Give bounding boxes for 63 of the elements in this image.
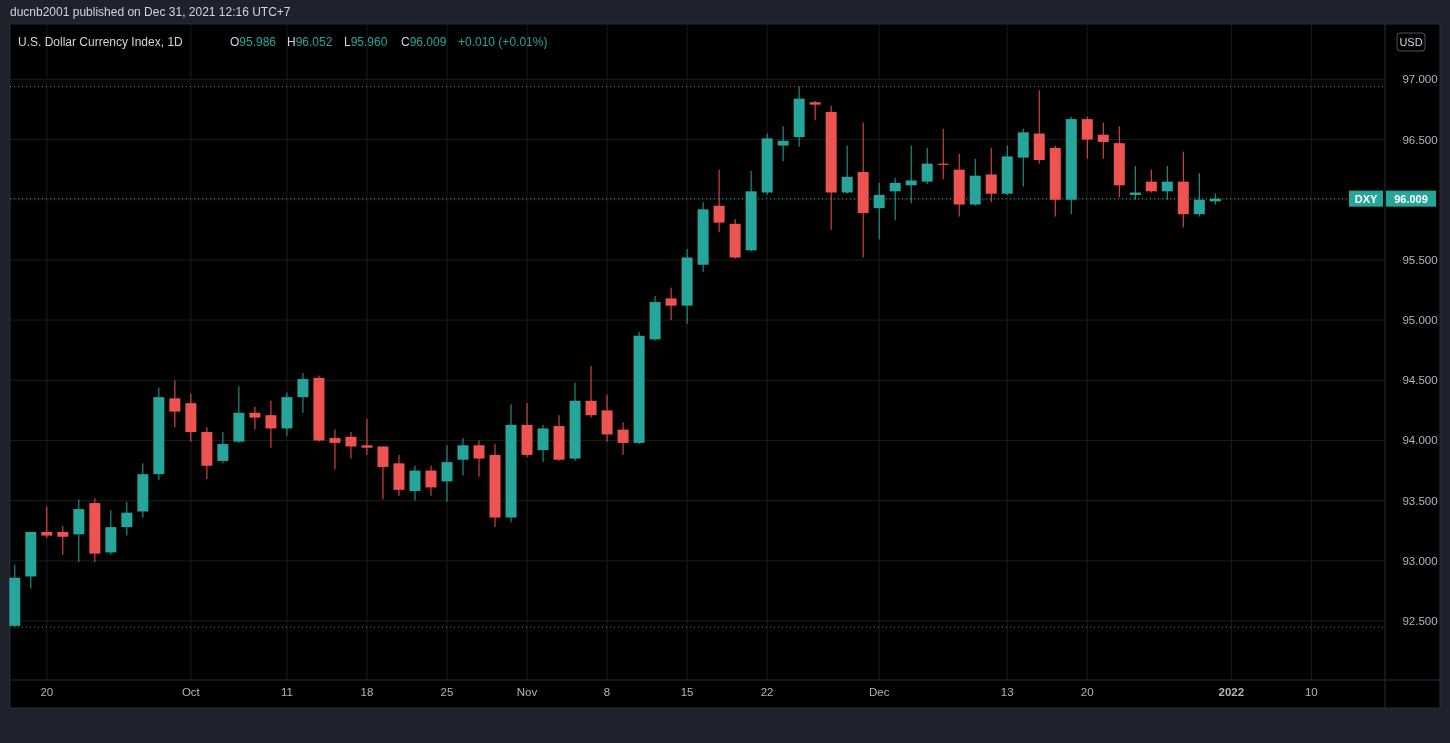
candlestick: [617, 421, 629, 456]
x-tick-label: 20: [40, 686, 54, 698]
candlestick: [425, 465, 437, 497]
candlestick: [585, 365, 597, 419]
x-tick-label: 18: [360, 686, 374, 698]
ref-line-label: DXY: [1354, 192, 1378, 205]
annotation: C96.009: [401, 35, 447, 49]
candlestick: [329, 429, 341, 470]
x-tick-label: 10: [1304, 686, 1318, 698]
annotation: O95.986: [230, 35, 277, 49]
x-tick-label: 22: [760, 686, 774, 698]
y-tick-label: 96.500: [1402, 133, 1438, 146]
y-tick-label: 93.000: [1402, 554, 1438, 567]
candlestick: [441, 444, 453, 503]
x-tick-label: 8: [603, 686, 611, 698]
x-tick-label: 2022: [1218, 686, 1245, 698]
x-tick-label: 13: [1000, 686, 1014, 698]
candlestick: [985, 147, 997, 203]
candlestick: [41, 506, 53, 539]
candlestick: [217, 431, 229, 464]
x-tick-label: 11: [280, 686, 293, 698]
candlestick: [265, 400, 277, 449]
x-tick-label: Nov: [516, 686, 538, 698]
x-tick-label: 20: [1080, 686, 1094, 698]
candlestick: [921, 147, 933, 185]
candlestick: [345, 431, 357, 460]
candlestick: [457, 437, 469, 476]
candlestick: [1145, 169, 1157, 194]
x-tick-label: 15: [680, 686, 694, 698]
y-tick-label: 95.500: [1402, 253, 1438, 266]
annotation: L95.960: [344, 35, 388, 49]
candlestick: [841, 145, 853, 195]
y-tick-label: 94.500: [1402, 374, 1438, 387]
candlestick: [377, 445, 389, 500]
y-tick-label: 95.000: [1402, 314, 1438, 327]
candlestick: [777, 125, 789, 162]
candlestick: [665, 287, 677, 321]
y-tick-label: 94.000: [1402, 434, 1438, 447]
x-tick-label: 25: [440, 686, 454, 698]
candlestick: [537, 424, 549, 463]
candlestick: [121, 501, 133, 537]
annotation: +0.010 (+0.01%): [458, 35, 548, 49]
y-tick-label: 97.000: [1402, 73, 1438, 86]
text: 96.009: [1394, 192, 1428, 205]
candlestick: [1097, 122, 1109, 160]
candlestick: [57, 525, 69, 556]
candlestick: [473, 439, 485, 478]
x-tick-label: Dec: [868, 686, 890, 698]
y-tick-label: 93.500: [1402, 494, 1438, 507]
candlestick: [361, 418, 373, 456]
candlestick: [809, 100, 821, 121]
candlestick: [1081, 116, 1093, 160]
text: ducnb2001 published on Dec 31, 2021 12:16 UTC+7: [10, 5, 291, 19]
x-tick-label: Oct: [181, 686, 201, 698]
candlestick: [409, 465, 421, 502]
candlestick: [249, 406, 261, 431]
y-axis-title: USD: [1399, 36, 1423, 48]
candlestick: [297, 372, 309, 414]
y-tick-label: 92.500: [1402, 615, 1438, 628]
annotation: H96.052: [287, 35, 333, 49]
candlestick: [713, 169, 725, 233]
text: U.S. Dollar Currency Index, 1D: [18, 35, 184, 49]
candlestick: [169, 379, 181, 428]
